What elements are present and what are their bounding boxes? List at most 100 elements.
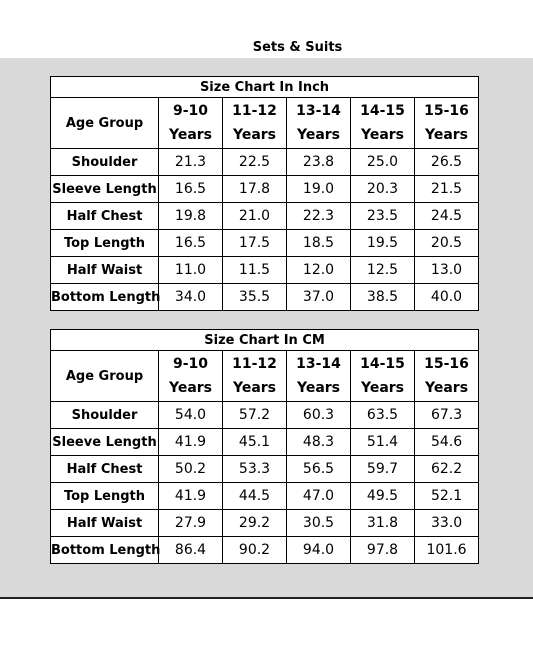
measurement-value: 53.3 [222,455,287,483]
measurement-value: 52.1 [413,482,480,510]
measurement-value: 49.5 [350,482,415,510]
age-column-header: 14-15 Years [350,97,415,149]
measurement-value: 11.5 [222,256,287,284]
measurement-value: 101.6 [413,536,480,564]
table-row: Half Waist 27.9 29.2 30.5 31.8 33.0 [50,509,480,537]
measurement-value: 31.8 [350,509,415,537]
grid-column-line [160,58,161,598]
table-row: Top Length 41.9 44.5 47.0 49.5 52.1 [50,482,480,510]
age-range: 11-12 [232,356,277,372]
age-range: 15-16 [424,103,469,119]
measurement-value: 56.5 [286,455,351,483]
age-unit: Years [232,127,277,143]
measurement-value: 54.6 [413,428,480,456]
measurement-label: Shoulder [50,148,159,176]
measurement-label: Bottom Length [50,283,160,311]
measurement-value: 18.5 [286,229,351,257]
measurement-value: 62.2 [413,455,480,483]
measurement-value: 67.3 [413,401,480,429]
measurement-value: 16.5 [158,175,223,203]
table-row: Bottom Length 34.0 35.5 37.0 38.5 40.0 [50,283,479,311]
measurement-value: 27.9 [158,509,223,537]
measurement-value: 12.5 [350,256,415,284]
age-range: 13-14 [296,103,341,119]
age-unit: Years [360,127,405,143]
grid-column-line [478,58,479,598]
table-row: Sleeve Length 16.5 17.8 19.0 20.3 21.5 [50,175,479,203]
measurement-label: Half Chest [50,202,159,230]
table-row: Half Chest 19.8 21.0 22.3 23.5 24.5 [50,202,479,230]
measurement-label: Top Length [50,229,159,257]
measurement-value: 30.5 [286,509,351,537]
measurement-value: 94.0 [286,536,351,564]
age-range: 11-12 [232,103,277,119]
age-group-label: Age Group [50,350,159,402]
age-group-label: Age Group [50,97,159,149]
table-row: Shoulder 21.3 22.5 23.8 25.0 26.5 [50,148,479,176]
age-column-header: 15-16 Years [413,350,480,402]
measurement-label: Sleeve Length [50,175,159,203]
table-caption: Size Chart In Inch [50,76,479,98]
age-column-header: 15-16 Years [414,97,479,149]
measurement-value: 25.0 [350,148,415,176]
age-range: 15-16 [424,356,469,372]
age-column-header: 11-12 Years [222,350,287,402]
table-row: Bottom Length 86.4 90.2 94.0 97.8 101.6 [50,536,480,564]
measurement-value: 63.5 [350,401,415,429]
measurement-value: 19.8 [158,202,223,230]
measurement-label: Bottom Length [50,536,160,564]
measurement-value: 51.4 [350,428,415,456]
measurement-value: 40.0 [414,283,479,311]
page-title: Sets & Suits [252,40,343,55]
age-column-header: 9-10 Years [158,350,223,402]
measurement-label: Sleeve Length [50,428,159,456]
measurement-value: 22.3 [286,202,351,230]
measurement-label: Shoulder [50,401,159,429]
measurement-value: 97.8 [350,536,415,564]
age-range: 14-15 [360,356,405,372]
measurement-value: 23.5 [350,202,415,230]
measurement-value: 38.5 [350,283,415,311]
grid-column-line [230,58,231,598]
grid-column-line [352,58,353,598]
measurement-value: 90.2 [222,536,287,564]
age-unit: Years [424,127,469,143]
age-group-header-row: Age Group 9-10 Years 11-12 Years 13-14 Years 1… [50,350,480,402]
size-chart-cm-table: Size Chart In CM Age Group 9-10 Years 11-1… [49,329,480,564]
age-unit: Years [360,380,405,396]
measurement-label: Half Waist [50,509,159,537]
measurement-value: 16.5 [158,229,223,257]
age-unit: Years [168,127,213,143]
measurement-value: 47.0 [286,482,351,510]
age-group-header-row: Age Group 9-10 Years 11-12 Years 13-14 Years 1… [50,97,479,149]
measurement-value: 19.0 [286,175,351,203]
age-column-header: 14-15 Years [350,350,415,402]
measurement-value: 37.0 [286,283,351,311]
measurement-value: 23.8 [286,148,351,176]
age-column-header: 9-10 Years [158,97,223,149]
age-unit: Years [296,127,341,143]
measurement-value: 60.3 [286,401,351,429]
measurement-value: 41.9 [158,482,223,510]
measurement-value: 41.9 [158,428,223,456]
measurement-label: Half Chest [50,455,159,483]
measurement-value: 11.0 [158,256,223,284]
measurement-value: 21.5 [414,175,479,203]
measurement-value: 45.1 [222,428,287,456]
measurement-label: Half Waist [50,256,159,284]
measurement-value: 19.5 [350,229,415,257]
measurement-value: 17.5 [222,229,287,257]
measurement-value: 50.2 [158,455,223,483]
measurement-value: 34.0 [158,283,223,311]
measurement-value: 20.5 [414,229,479,257]
grid-column-line [50,58,51,598]
age-column-header: 11-12 Years [222,97,287,149]
measurement-value: 26.5 [414,148,479,176]
measurement-value: 24.5 [414,202,479,230]
measurement-value: 20.3 [350,175,415,203]
age-unit: Years [232,380,277,396]
measurement-value: 86.4 [158,536,223,564]
age-range: 14-15 [360,103,405,119]
measurement-value: 22.5 [222,148,287,176]
age-range: 13-14 [296,356,341,372]
